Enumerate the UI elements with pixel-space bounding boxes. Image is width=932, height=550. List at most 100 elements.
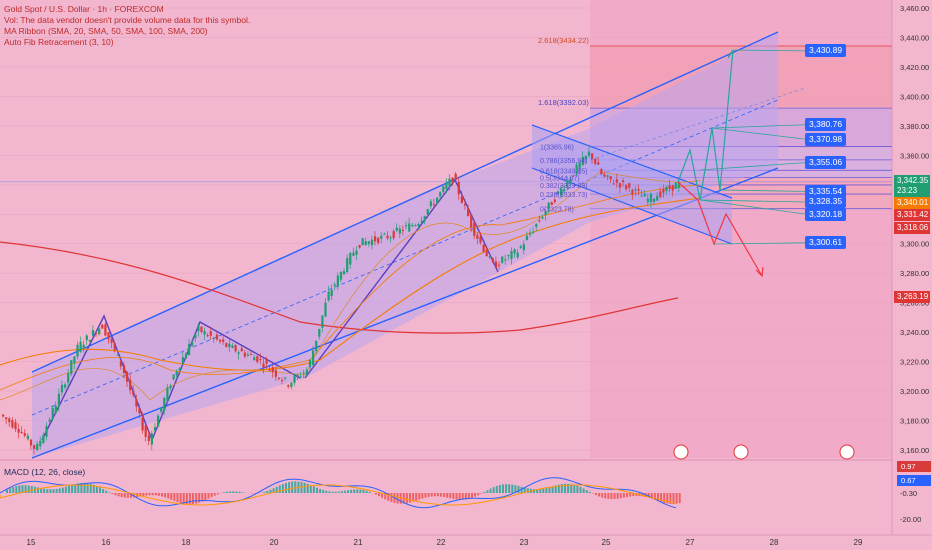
candle-body [324,302,327,317]
fib-legend[interactable]: Auto Fib Retracement (3, 10) [4,37,114,47]
target-connector [711,127,806,140]
macd-bar [303,482,306,493]
candle-body [141,418,144,431]
macd-bar [111,493,114,494]
macd-bar [554,485,557,493]
y-tick-label: 3,200.00 [900,387,929,396]
candle-body [510,251,513,259]
target-price-box[interactable]: 3,355.06 [805,156,847,170]
macd-bar [164,493,167,498]
macd-bar [557,484,560,493]
candle-body [631,189,634,195]
ma-ribbon-legend[interactable]: MA Ribbon (SMA, 20, SMA, 50, SMA, 100, S… [4,26,208,36]
macd-bar [598,493,601,497]
target-price-box[interactable]: 3,300.61 [805,236,847,250]
macd-bar [43,488,46,493]
macd-bar [508,484,511,493]
candle-body [277,377,281,379]
candle-body [231,345,234,348]
macd-bar [89,483,92,493]
macd-bar [517,485,520,493]
macd-bar [61,487,64,493]
macd-bar [353,489,356,493]
macd-bar [511,484,514,493]
target-price-box[interactable]: 3,430.89 [805,44,847,58]
candle-body [135,399,138,407]
candle-body [194,334,197,339]
price-axis-tag: 3,318.06 [894,222,930,234]
candle-body [113,343,116,351]
macd-bar [6,489,8,493]
chart-legend: Gold Spot / U.S. Dollar · 1h · FOREXCOM … [4,4,250,48]
target-price-box[interactable]: 3,328.35 [805,195,847,209]
flag-upper [531,124,733,199]
macd-bar [120,493,123,498]
macd-bar [588,491,591,493]
y-tick-label: 3,440.00 [900,33,929,42]
macd-bar [52,489,55,493]
candle-body [653,198,656,202]
candle-body [578,162,581,169]
macd-bar [291,481,294,493]
target-price-box[interactable]: 3,380.76 [805,118,847,132]
macd-bar [573,484,576,493]
symbol-title[interactable]: Gold Spot / U.S. Dollar · 1h · FOREXCOM [4,4,164,14]
macd-bar [381,493,384,498]
candle-body [569,178,572,184]
candle-body [429,201,432,207]
candle-body [439,192,442,197]
macd-bar [533,489,535,493]
macd-bar [123,493,126,498]
macd-bar [139,493,142,497]
macd-bar [170,493,173,500]
macd-bar [576,485,579,493]
x-tick-label: 18 [182,538,191,547]
macd-bar [99,487,101,493]
macd-bar [71,484,74,493]
macd-bar [92,484,95,493]
macd-bar [266,490,269,493]
macd-bg [0,460,892,532]
fib-level-label: 2.618(3434.22) [538,36,589,45]
macd-legend[interactable]: MACD (12, 26, close) [4,467,86,477]
candle-body [374,236,377,242]
candle-body [448,178,451,187]
candle-body [256,356,259,362]
macd-bar [560,484,563,493]
flag-lower [531,167,733,245]
candle-body [215,334,219,340]
candle-body [302,372,305,374]
candle-body [11,420,14,428]
candle-body [637,189,640,191]
macd-bar [458,493,461,500]
candle-body [594,158,597,164]
macd-bar [660,493,663,502]
candle-body [82,344,85,349]
candle-body [522,244,525,251]
candle-body [538,220,541,222]
candle-body [181,357,184,364]
candle-body [532,231,535,233]
macd-bar [477,493,480,496]
macd-bar [430,493,433,497]
macd-bar [49,489,52,493]
channel-lower [31,167,779,459]
candle-body [206,335,209,337]
y-tick-label: 3,160.00 [900,446,929,455]
macd-bar [622,493,625,498]
volume-note: Vol: The data vendor doesn't provide vol… [4,15,251,25]
candle-body [364,241,367,245]
macd-bar [46,489,49,493]
target-price-box[interactable]: 3,370.98 [805,132,847,146]
x-tick-label: 22 [437,538,446,547]
candle-body [426,209,429,215]
y-tick-label: 3,220.00 [900,358,929,367]
candle-body [646,198,649,203]
target-price-box[interactable]: 3,320.18 [805,207,847,221]
candle-body [597,162,600,165]
candle-body [668,185,671,189]
target-price-box[interactable]: 3,335.54 [805,184,847,198]
macd-bar [213,493,216,496]
macd-bar [55,488,58,493]
